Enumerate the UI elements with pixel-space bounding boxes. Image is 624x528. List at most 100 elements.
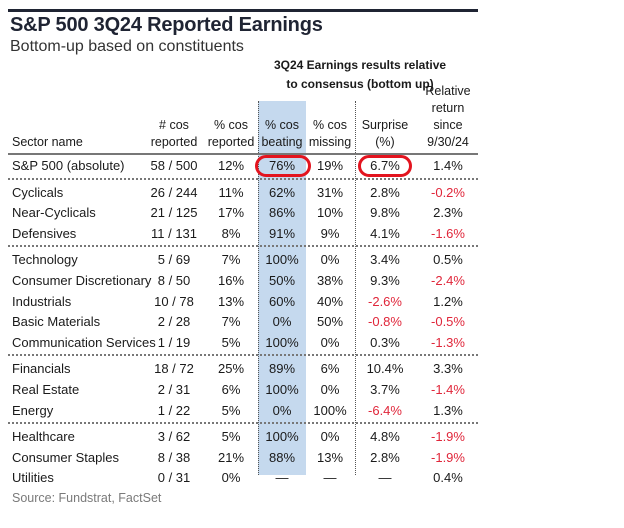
- group-header: 3Q24 Earnings results relative to consen…: [262, 56, 458, 94]
- table-row: Industrials 10 / 78 13% 60% 40% -2.6% 1.2%: [8, 291, 478, 312]
- cell-beating: 100%: [265, 334, 299, 350]
- cell-reported_n: 8 / 50: [157, 272, 191, 288]
- cell-missing: 9%: [320, 225, 340, 241]
- table-row: Consumer Staples 8 / 38 21% 88% 13% 2.8% -1.9%: [8, 447, 478, 468]
- header-surprise: Surprise (%): [356, 117, 414, 151]
- group-separator: [8, 354, 478, 357]
- header-line: % cos: [213, 118, 249, 132]
- header-reported_n: # cos reported: [143, 117, 205, 151]
- cell-relret: 1.3%: [433, 402, 463, 418]
- header-line: missing: [308, 135, 352, 149]
- cell-reported_n: 58 / 500: [150, 158, 198, 173]
- sector-name: Healthcare: [12, 429, 75, 445]
- cell-reported_pct: 5%: [221, 429, 241, 445]
- table-row: Real Estate 2 / 31 6% 100% 0% 3.7% -1.4%: [8, 379, 478, 400]
- cell-beating: 100%: [265, 429, 299, 445]
- cell-surprise: -2.6%: [368, 293, 402, 309]
- cell-reported_pct: 5%: [221, 402, 241, 418]
- cell-relret: -0.2%: [431, 184, 465, 200]
- sector-name: Industrials: [12, 293, 72, 309]
- sector-name: Consumer Staples: [12, 449, 119, 465]
- cell-reported_pct: 0%: [221, 470, 241, 486]
- table-row: Energy 1 / 22 5% 0% 100% -6.4% 1.3%: [8, 400, 478, 421]
- sector-name: Consumer Discretionary: [12, 272, 152, 288]
- cell-surprise: 3.7%: [370, 381, 400, 397]
- top-rule: [8, 9, 478, 12]
- cell-relret: 0.5%: [433, 252, 463, 268]
- table-row: S&P 500 (absolute) 58 / 500 12% 76% 19% 6.7% 1…: [8, 155, 478, 176]
- cell-reported_pct: 7%: [221, 314, 241, 330]
- header-line: Relative: [425, 84, 471, 98]
- header-line: reported: [150, 135, 198, 149]
- cell-reported_n: 18 / 72: [154, 361, 194, 377]
- cell-relret: 0.4%: [433, 470, 463, 486]
- cell-surprise: —: [378, 470, 392, 486]
- highlight-circle-beating: [255, 155, 311, 177]
- cell-missing: 13%: [316, 449, 344, 465]
- header-beating: % cos beating: [258, 117, 306, 151]
- cell-relret: 1.4%: [433, 158, 463, 173]
- cell-beating: 0%: [272, 314, 292, 330]
- table-row: Financials 18 / 72 25% 89% 6% 10.4% 3.3%: [8, 358, 478, 379]
- cell-reported_n: 26 / 244: [150, 184, 198, 200]
- sector-name: Financials: [12, 361, 71, 377]
- header-reported_pct: % cos reported: [205, 117, 257, 151]
- table-row: Technology 5 / 69 7% 100% 0% 3.4% 0.5%: [8, 249, 478, 270]
- sector-name: Energy: [12, 402, 54, 418]
- cell-surprise: 2.8%: [370, 449, 400, 465]
- cell-reported_n: 8 / 38: [157, 449, 191, 465]
- cell-relret: -0.5%: [431, 314, 465, 330]
- header-line: # cos: [159, 118, 189, 132]
- sector-name: Defensives: [12, 225, 77, 241]
- cell-relret: 1.2%: [433, 293, 463, 309]
- cell-missing: 19%: [316, 158, 344, 173]
- cell-relret: 3.3%: [433, 361, 463, 377]
- header-relret: Relative return since 9/30/24: [416, 83, 480, 151]
- cell-relret: -1.4%: [431, 381, 465, 397]
- cell-reported_n: 3 / 62: [157, 429, 191, 445]
- cell-beating: 60%: [268, 293, 296, 309]
- cell-surprise: 4.1%: [370, 225, 400, 241]
- cell-reported_n: 2 / 31: [157, 381, 191, 397]
- cell-missing: 0%: [320, 381, 340, 397]
- cell-missing: 0%: [320, 334, 340, 350]
- cell-relret: -1.9%: [431, 429, 465, 445]
- cell-reported_n: 11 / 131: [150, 225, 198, 241]
- table-row: Consumer Discretionary 8 / 50 16% 50% 38% 9.3…: [8, 270, 478, 291]
- cell-beating: 76%: [268, 158, 296, 173]
- table-row: Basic Materials 2 / 28 7% 0% 50% -0.8% -0.5%: [8, 311, 478, 332]
- cell-reported_pct: 8%: [221, 225, 241, 241]
- cell-beating: 91%: [268, 225, 296, 241]
- cell-relret: -1.3%: [431, 334, 465, 350]
- cell-reported_pct: 17%: [217, 205, 245, 221]
- cell-reported_pct: 6%: [221, 381, 241, 397]
- cell-surprise: 9.8%: [370, 205, 400, 221]
- cell-missing: 40%: [316, 293, 344, 309]
- sector-name: Near-Cyclicals: [12, 205, 96, 221]
- table-row: Healthcare 3 / 62 5% 100% 0% 4.8% -1.9%: [8, 426, 478, 447]
- sector-name: Cyclicals: [12, 184, 64, 200]
- group-header-line: 3Q24 Earnings results relative: [273, 58, 447, 72]
- table-row: Defensives 11 / 131 8% 91% 9% 4.1% -1.6%: [8, 223, 478, 244]
- group-separator: [8, 177, 478, 180]
- header-sector-name: Sector name: [12, 134, 83, 151]
- cell-surprise: -0.8%: [368, 314, 402, 330]
- cell-surprise: 4.8%: [370, 429, 400, 445]
- cell-missing: 0%: [320, 252, 340, 268]
- sector-name: S&P 500 (absolute): [12, 158, 125, 173]
- header-line: 9/30/24: [427, 135, 469, 149]
- cell-missing: 38%: [316, 272, 344, 288]
- cell-reported_pct: 5%: [221, 334, 241, 350]
- header-missing: % cos missing: [306, 117, 354, 151]
- header-line: beating: [261, 135, 303, 149]
- cell-reported_n: 0 / 31: [157, 470, 191, 486]
- cell-surprise: 10.4%: [366, 361, 404, 377]
- cell-reported_pct: 21%: [217, 449, 245, 465]
- earnings-table: Sector name # cos reported% cos reported% c…: [8, 84, 478, 488]
- header-line: Sector name: [12, 135, 83, 149]
- column-divider: [258, 101, 259, 475]
- cell-relret: -1.9%: [431, 449, 465, 465]
- sector-name: Communication Services: [12, 334, 156, 350]
- cell-reported_pct: 11%: [218, 184, 244, 200]
- cell-surprise: 0.3%: [370, 334, 400, 350]
